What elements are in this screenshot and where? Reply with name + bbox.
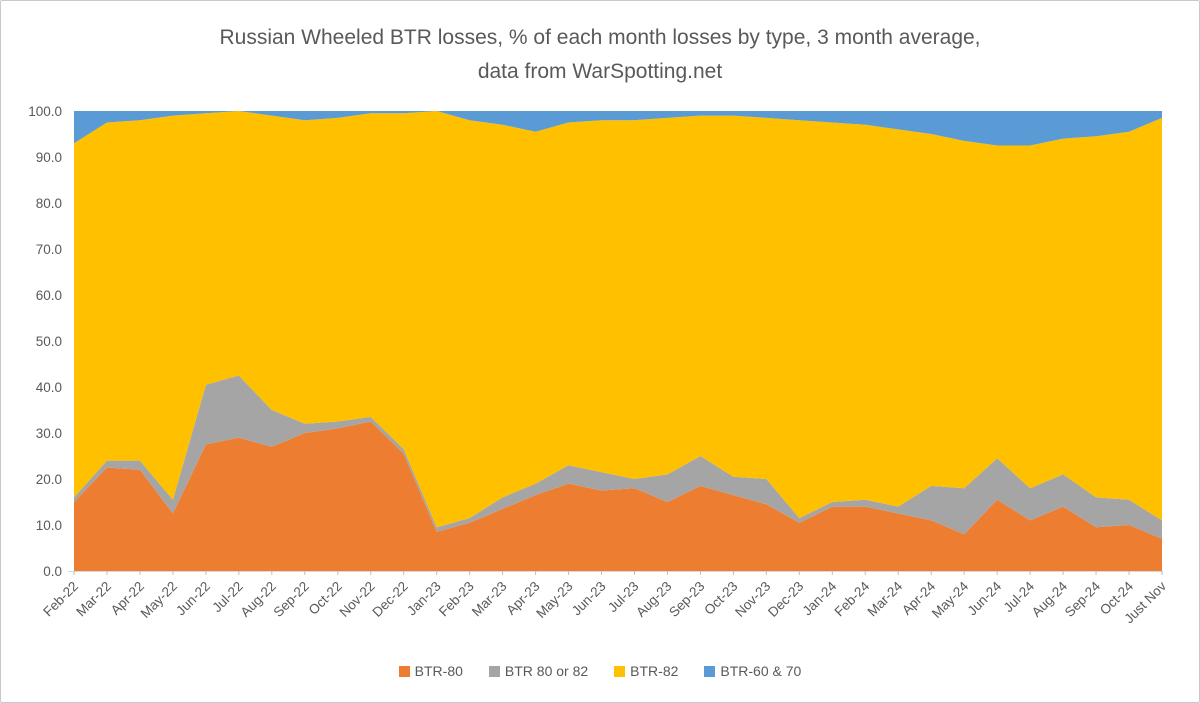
y-tick-label: 50.0 xyxy=(36,334,62,349)
legend-label: BTR-82 xyxy=(630,663,679,679)
x-tick-label: May-23 xyxy=(533,579,575,621)
x-tick-label: Sep-22 xyxy=(271,579,312,620)
legend-swatch-icon xyxy=(488,665,500,677)
x-tick-label: Aug-24 xyxy=(1029,578,1071,620)
x-tick-label: Sep-23 xyxy=(666,579,707,620)
y-tick-label: 40.0 xyxy=(36,380,62,395)
x-tick-label: Dec-23 xyxy=(765,579,806,620)
x-tick-label: Dec-22 xyxy=(369,579,410,620)
legend-swatch-icon xyxy=(614,665,626,677)
legend-item-btr-60-&-70[interactable]: BTR-60 & 70 xyxy=(704,663,801,679)
x-tick-label: Jun-22 xyxy=(173,579,213,619)
legend-swatch-icon xyxy=(704,665,716,677)
area-series-btr-82 xyxy=(74,111,1162,528)
x-tick-label: Nov-23 xyxy=(732,579,773,620)
x-tick-label: Aug-23 xyxy=(633,579,674,620)
x-tick-label: Jun-24 xyxy=(964,578,1004,618)
y-tick-label: 0.0 xyxy=(43,564,62,579)
stacked-area-chart: Feb-22Mar-22Apr-22May-22Jun-22Jul-22Aug-… xyxy=(28,104,1169,626)
y-tick-label: 100.0 xyxy=(28,104,62,119)
y-tick-label: 20.0 xyxy=(36,472,62,487)
x-tick-label: Aug-22 xyxy=(238,579,279,620)
area-series-btr-60-&-70 xyxy=(74,111,1162,146)
x-tick-label: Sep-24 xyxy=(1062,578,1104,620)
x-tick-label: Jan-23 xyxy=(404,579,444,619)
x-tick-label: Mar-22 xyxy=(73,579,114,620)
x-tick-label: May-22 xyxy=(138,579,180,621)
legend-label: BTR-60 & 70 xyxy=(720,663,802,679)
x-tick-label: Jun-23 xyxy=(569,579,609,619)
y-tick-label: 10.0 xyxy=(36,518,62,533)
y-tick-label: 70.0 xyxy=(36,242,62,257)
legend-swatch-icon xyxy=(398,665,410,677)
chart-title-line-1: Russian Wheeled BTR losses, % of each mo… xyxy=(219,26,981,49)
area-series-btr-80 xyxy=(74,421,1162,571)
legend-item-btr-82[interactable]: BTR-82 xyxy=(614,663,678,679)
x-tick-label: Mar-24 xyxy=(865,578,906,619)
chart-title: Russian Wheeled BTR losses, % of each mo… xyxy=(1,21,1199,89)
x-tick-label: Nov-22 xyxy=(336,579,377,620)
chart-legend: BTR-80 BTR 80 or 82 BTR-82 BTR-60 & 70 xyxy=(1,663,1199,679)
legend-item-btr-80[interactable]: BTR-80 xyxy=(398,663,463,679)
x-tick-label: Feb-23 xyxy=(436,579,477,620)
x-tick-label: Mar-23 xyxy=(469,579,510,620)
x-tick-label: May-24 xyxy=(929,578,972,621)
y-tick-label: 80.0 xyxy=(36,196,62,211)
x-tick-label: Feb-24 xyxy=(832,578,873,619)
legend-item-btr-80-or-82[interactable]: BTR 80 or 82 xyxy=(488,663,589,679)
y-tick-label: 60.0 xyxy=(36,288,62,303)
chart-title-line-2: data from WarSpotting.net xyxy=(477,60,723,83)
legend-label: BTR 80 or 82 xyxy=(504,663,589,679)
x-tick-label: Feb-22 xyxy=(40,579,81,620)
y-tick-label: 30.0 xyxy=(36,426,62,441)
legend-label: BTR-80 xyxy=(414,663,463,679)
y-tick-label: 90.0 xyxy=(36,150,62,165)
